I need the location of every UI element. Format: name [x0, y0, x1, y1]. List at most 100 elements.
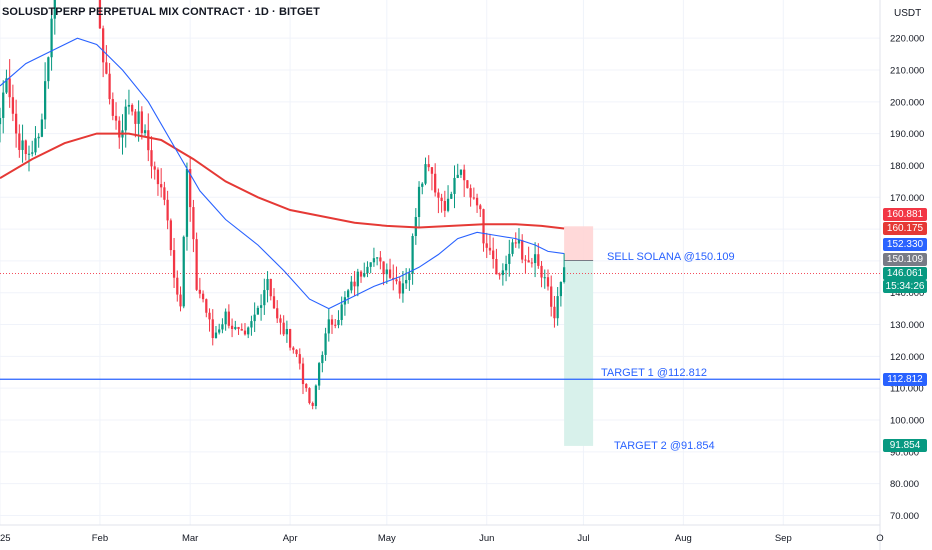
candle-body	[143, 130, 147, 134]
candle-body	[53, 0, 56, 19]
candle-body	[150, 150, 153, 167]
y-tick-label: 170.000	[890, 193, 924, 204]
candle-body	[379, 257, 382, 262]
candle-body	[498, 274, 501, 276]
candle-body	[253, 314, 256, 322]
x-tick-label: 2025	[0, 533, 11, 544]
candle-body	[124, 106, 127, 131]
candle-body	[546, 277, 550, 287]
candle-body	[279, 318, 282, 323]
candle-body	[537, 254, 540, 266]
candle-body	[34, 138, 37, 153]
candle-body	[98, 0, 102, 29]
candle-body	[208, 312, 211, 320]
candle-body	[488, 247, 492, 251]
candle-body	[556, 296, 559, 319]
candle-body	[317, 363, 321, 386]
candle-body	[521, 239, 524, 260]
candle-body	[463, 169, 466, 181]
candle-body	[492, 250, 495, 259]
candle-body	[31, 152, 34, 154]
position-risk-zone	[564, 226, 594, 261]
candle-body	[562, 267, 566, 282]
candle-body	[285, 329, 289, 335]
candle-body	[347, 290, 350, 298]
candle-body	[240, 328, 243, 331]
candle-body	[11, 97, 15, 114]
candle-body	[105, 62, 108, 74]
candle-body	[334, 324, 337, 326]
candle-body	[114, 115, 118, 121]
candle-body	[169, 220, 172, 251]
candle-body	[127, 104, 131, 107]
x-tick-label: Mar	[182, 533, 198, 544]
candle-body	[227, 311, 230, 326]
candle-body	[131, 104, 134, 112]
candle-body	[469, 188, 472, 198]
candle-body	[189, 169, 192, 208]
price-tag-entry: 150.109	[883, 253, 927, 266]
candle-body	[327, 319, 330, 334]
candle-body	[543, 277, 546, 279]
price-tag-last: 146.061	[883, 267, 927, 280]
y-tick-label: 130.000	[890, 320, 924, 331]
x-tick-label: O	[876, 533, 883, 544]
candle-body	[256, 307, 260, 315]
candle-body	[456, 174, 459, 178]
candle-body	[40, 119, 44, 137]
candle-body	[501, 270, 504, 276]
x-tick-label: Jun	[479, 533, 494, 544]
y-tick-label: 80.000	[890, 479, 919, 490]
candle-body	[376, 257, 379, 259]
candle-body	[427, 164, 430, 168]
moving-average-line	[0, 132, 565, 230]
candle-body	[247, 327, 250, 335]
candle-body	[479, 205, 482, 210]
candle-body	[192, 207, 195, 240]
candle-body	[201, 293, 205, 300]
y-tick-label: 140.000	[890, 288, 924, 299]
currency-unit: USDT	[894, 8, 922, 19]
candle-body	[366, 266, 369, 274]
candle-body	[18, 133, 21, 150]
candle-body	[27, 153, 31, 155]
candle-body	[514, 242, 517, 244]
candle-body	[276, 308, 279, 319]
candle-body	[324, 333, 327, 355]
candle-body	[5, 78, 8, 93]
candle-body	[314, 385, 318, 406]
candle-body	[459, 169, 463, 175]
candle-body	[166, 199, 169, 221]
y-tick-label: 180.000	[890, 161, 924, 172]
candle-body	[140, 111, 143, 134]
candle-body	[195, 239, 198, 290]
position-reward-zone	[564, 260, 594, 446]
candle-body	[50, 18, 53, 58]
candle-body	[102, 28, 105, 63]
target2-annotation: TARGET 2 @91.854	[614, 440, 715, 452]
y-tick-label: 70.000	[890, 511, 919, 522]
candle-body	[417, 186, 421, 218]
candle-body	[295, 349, 298, 355]
candle-body	[511, 242, 514, 254]
candle-body	[14, 113, 18, 134]
x-tick-label: May	[378, 533, 396, 544]
price-tag-ma-blue: 152.330	[883, 238, 927, 251]
y-tick-label: 110.000	[890, 384, 924, 395]
candle-body	[218, 329, 221, 333]
candle-body	[108, 73, 111, 100]
candle-body	[111, 99, 114, 116]
candle-body	[524, 259, 527, 261]
candle-body	[434, 173, 437, 193]
candle-body	[559, 281, 563, 297]
candle-body	[2, 92, 5, 118]
candle-body	[298, 354, 301, 364]
y-tick-label: 120.000	[890, 352, 924, 363]
candle-body	[234, 326, 237, 330]
candle-body	[153, 166, 156, 170]
candle-body	[495, 258, 498, 275]
candle-body	[453, 177, 456, 194]
candle-body	[24, 140, 27, 155]
